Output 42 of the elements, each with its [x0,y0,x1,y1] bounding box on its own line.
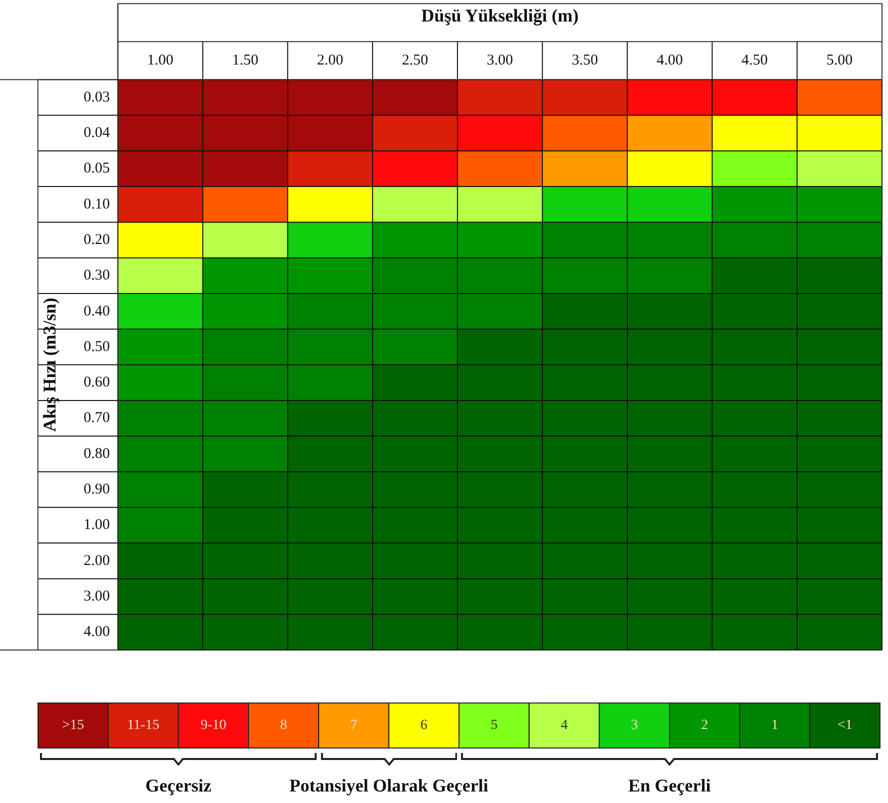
color-bar-label: >15 [62,718,84,734]
y-tick-label: 0.04 [84,125,110,142]
y-tick-label: 2.00 [84,552,110,569]
color-bar-label: 11-15 [127,718,160,734]
text: Geçersiz [145,776,212,796]
color-bar-label: 5 [490,718,498,734]
y-tick-label: 0.80 [84,446,110,462]
x-tick-label: 3.00 [486,52,514,69]
color-bar-label: 6 [420,718,428,734]
x-axis-title: Düşü Yüksekliği (m) [421,5,579,26]
y-axis-title: Akış Hızı (m3/sn) [39,298,60,432]
y-tick-label: 0.10 [84,196,110,212]
y-tick-label: 0.05 [84,160,110,177]
x-tick-label: 1.50 [232,52,258,69]
x-tick-label: 4.00 [656,52,683,69]
y-tick-label: 0.40 [84,303,110,320]
x-tick-label: 1.00 [147,52,174,69]
y-tick-label: 4.00 [84,624,110,640]
color-bar-label: 1 [771,718,778,734]
color-bar-label: 7 [350,718,358,734]
x-tick-label: 3.50 [572,52,598,69]
color-bar-label: 3 [630,718,638,734]
color-bar-label: 8 [280,718,288,734]
y-tick-label: 0.30 [84,268,110,284]
y-tick-label: 0.20 [84,232,110,248]
color-bar-label: 2 [701,718,708,734]
y-tick-label: 0.70 [84,410,110,426]
y-tick-label: 0.60 [84,374,110,391]
y-tick-label: 3.00 [84,588,110,604]
x-tick-label: 4.50 [742,52,768,69]
text: Potansiyel Olarak Geçerli [289,776,488,796]
color-bar-label: 9-10 [200,718,226,734]
y-tick-label: 0.50 [84,338,110,355]
x-tick-label: 5.00 [826,52,853,69]
text: En Geçerli [628,776,711,796]
color-bar-label: 4 [560,718,568,734]
y-tick-label: 1.00 [84,517,110,534]
color-bar-label: <1 [837,718,852,734]
x-tick-label: 2.50 [402,52,428,69]
y-tick-label: 0.90 [84,482,110,498]
y-tick-label: 0.03 [84,89,110,106]
x-tick-label: 2.00 [316,52,344,69]
